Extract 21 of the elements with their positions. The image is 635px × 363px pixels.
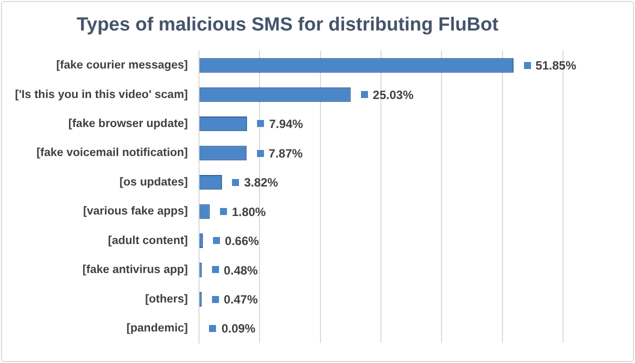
y-tick-label: [fake voicemail notification]: [36, 147, 188, 160]
data-label: 51.85%: [536, 58, 577, 73]
data-label: 0.48%: [224, 263, 258, 278]
y-tick-label: [os updates]: [120, 176, 188, 188]
data-label: 0.47%: [224, 292, 258, 306]
y-tick-label: [fake browser update]: [68, 118, 188, 130]
data-label: 0.09%: [221, 322, 256, 336]
data-label: 3.82%: [244, 176, 278, 190]
y-tick-label: [pandemic]: [126, 322, 188, 335]
data-label: 7.94%: [269, 117, 304, 132]
chart-title: Types of malicious SMS for distributing FluBot: [76, 14, 500, 36]
y-tick-label: [others]: [145, 293, 188, 306]
y-tick-label: [adult content]: [108, 234, 188, 247]
data-label: 7.87%: [268, 146, 304, 160]
data-label: 0.66%: [224, 234, 260, 248]
y-tick-label: [fake courier messages]: [56, 60, 188, 72]
data-label: 1.80%: [232, 204, 266, 219]
y-tick-label: ['Is this you in this video' scam]: [14, 88, 188, 101]
y-tick-label: [fake antivirus app]: [82, 264, 188, 276]
y-tick-label: [various fake apps]: [83, 206, 188, 218]
data-label: 25.03%: [372, 88, 414, 102]
